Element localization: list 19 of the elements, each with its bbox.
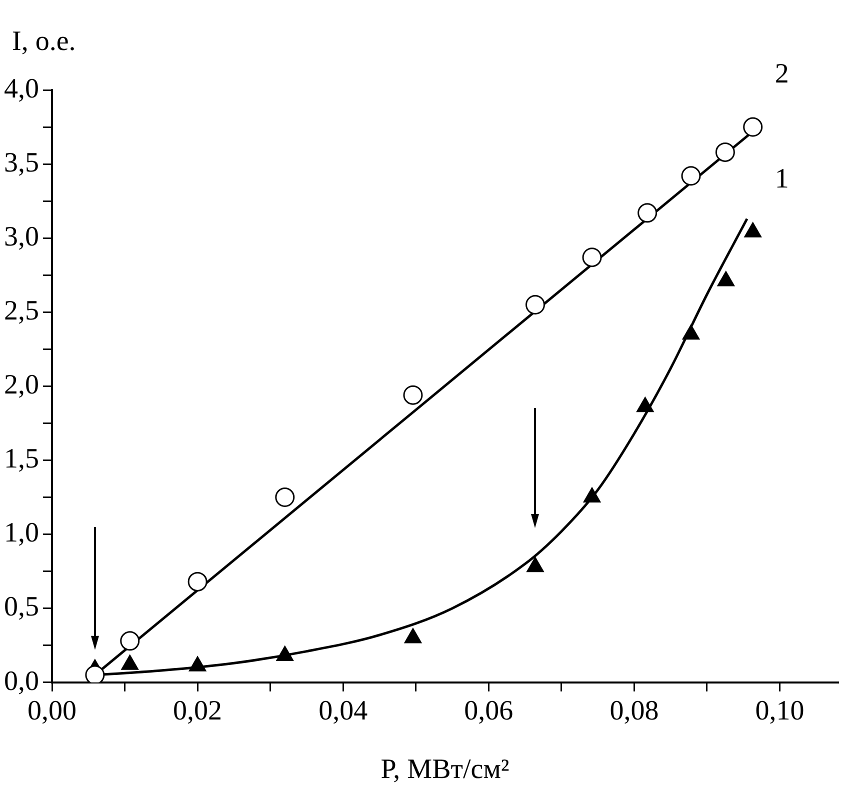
- series-label: 2: [774, 58, 789, 90]
- y-tick-label: 2,5: [4, 296, 39, 327]
- y-tick-label: 0,0: [4, 666, 39, 697]
- y-tick-label: 2,0: [4, 370, 39, 401]
- x-tick-label: 0,00: [28, 696, 76, 727]
- y-tick-label: 1,0: [4, 518, 39, 549]
- y-tick-label: 3,0: [4, 221, 39, 252]
- x-axis-title: P, МВт/см²: [380, 754, 510, 785]
- x-tick-label: 0,08: [610, 696, 659, 727]
- y-tick-label: 0,5: [4, 592, 39, 623]
- y-axis-title: I, о.е.: [12, 26, 76, 57]
- x-tick-label: 0,02: [173, 696, 222, 727]
- x-tick-label: 0,06: [464, 696, 514, 727]
- series-label: 1: [774, 164, 789, 195]
- y-tick-label: 1,5: [4, 444, 39, 475]
- y-tick-label: 3,5: [4, 147, 39, 178]
- x-tick-label: 0,10: [755, 696, 804, 727]
- y-tick-label: 4,0: [4, 73, 39, 104]
- x-tick-label: 0,04: [318, 696, 368, 727]
